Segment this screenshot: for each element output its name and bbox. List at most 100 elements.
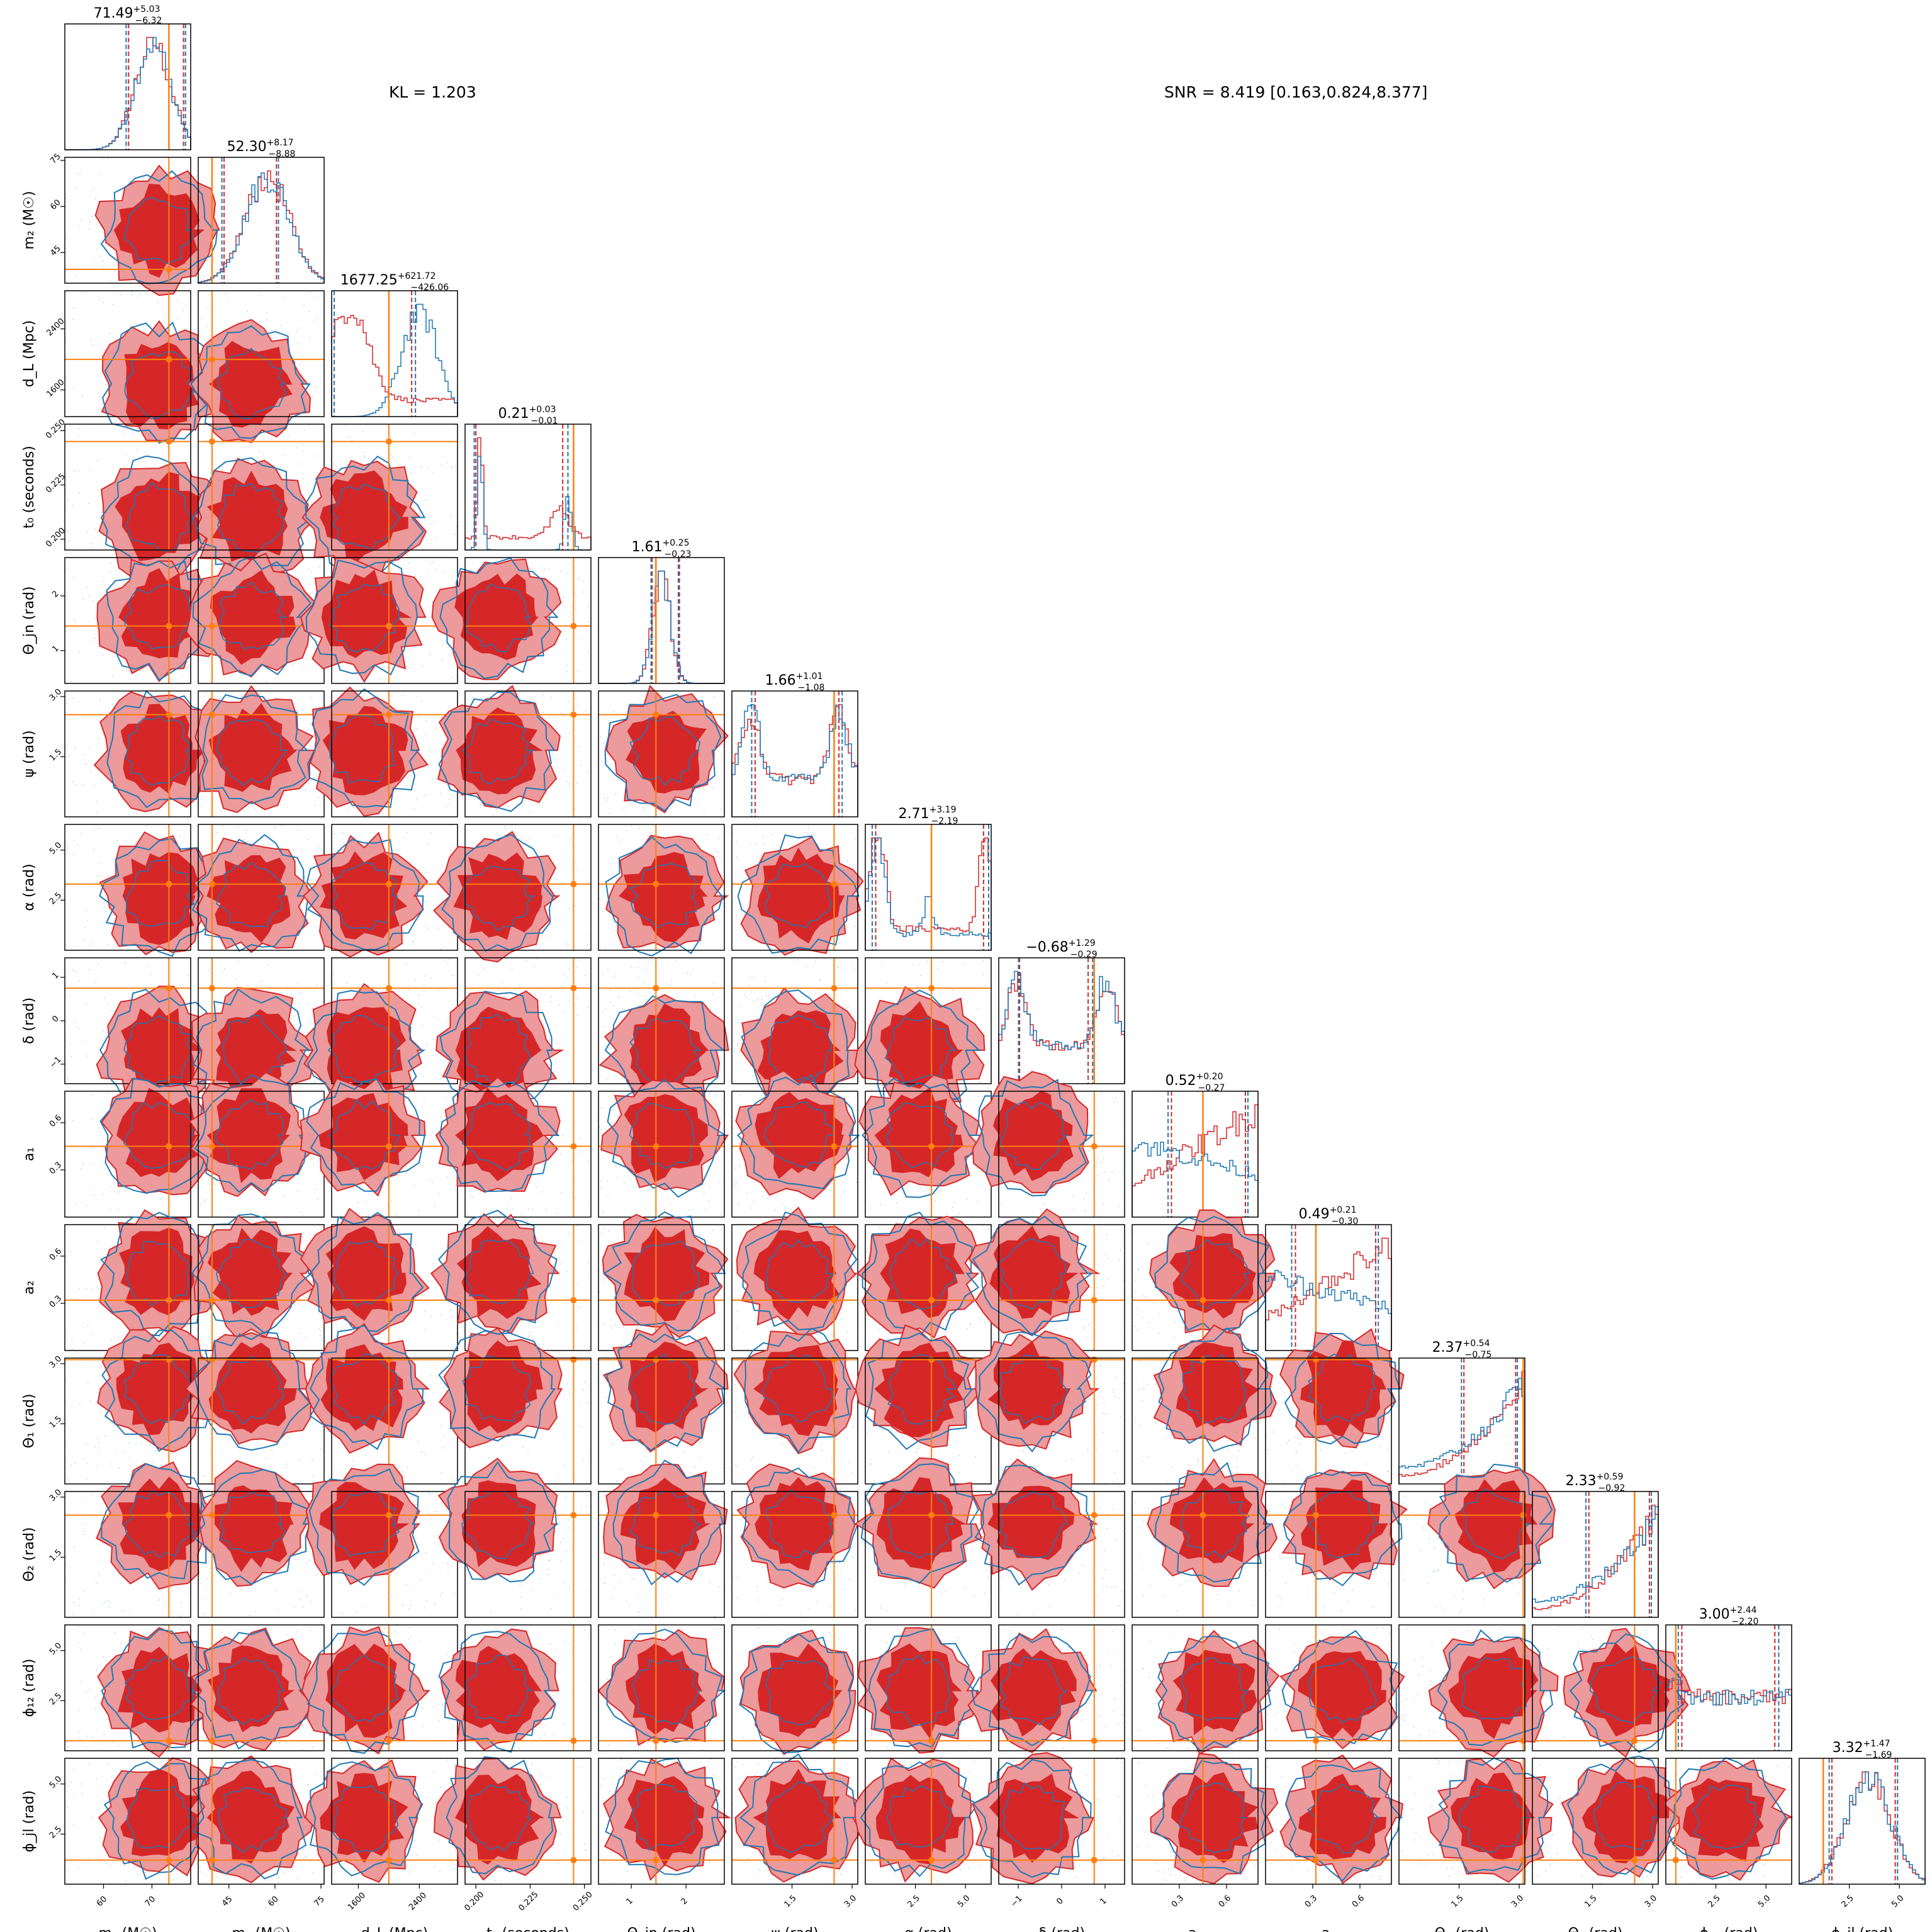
sample-dot (576, 1225, 578, 1227)
sample-dot (653, 1208, 655, 1209)
sample-dot (84, 926, 86, 928)
sample-dot (1115, 1376, 1116, 1378)
sample-dot (333, 463, 335, 464)
sample-dot (851, 962, 852, 963)
sample-dot (855, 926, 856, 927)
sample-dot (1121, 1530, 1123, 1532)
sample-dot (1365, 1463, 1367, 1465)
sample-dot (451, 649, 452, 651)
sample-dot (1435, 1606, 1437, 1607)
sample-dot (1103, 1203, 1104, 1205)
sample-dot (340, 1612, 342, 1613)
sample-dot (582, 591, 583, 593)
sample-dot (72, 505, 74, 507)
sample-dot (1155, 1384, 1157, 1386)
sample-dot (77, 1642, 79, 1643)
sample-dot (222, 970, 223, 972)
sample-dot (588, 1591, 590, 1593)
sample-dot (1106, 1585, 1108, 1587)
sample-dot (269, 986, 271, 988)
sample-dot (441, 1425, 442, 1427)
sample-dot (66, 568, 68, 570)
sample-dot (542, 712, 544, 714)
sample-dot (613, 975, 615, 977)
sample-dot (568, 999, 570, 1001)
sample-dot (437, 1544, 439, 1546)
sample-dot (568, 1393, 570, 1395)
truth-point (208, 1143, 215, 1150)
sample-dot (205, 692, 206, 694)
sample-dot (255, 427, 257, 429)
sample-dot (1281, 1597, 1283, 1599)
y-tick-label: 2 (50, 589, 60, 599)
sample-dot (1432, 1571, 1434, 1572)
contour-blue (333, 1240, 399, 1307)
sample-dot (79, 1709, 81, 1710)
sample-dot (85, 1444, 87, 1446)
sample-dot (420, 1639, 422, 1641)
sample-dot (96, 223, 98, 225)
sample-dot (441, 1472, 442, 1473)
hist-red-thetajn (598, 570, 724, 684)
sample-dot (806, 1001, 807, 1003)
sample-dot (84, 1524, 86, 1525)
sample-dot (543, 568, 545, 570)
sample-dot (313, 320, 315, 321)
sample-dot (283, 298, 284, 299)
sample-dot (300, 1332, 302, 1334)
sample-dot (800, 1615, 802, 1617)
sample-dot (431, 524, 432, 525)
sample-dot (1283, 1481, 1285, 1483)
sample-dot (922, 1190, 924, 1192)
sample-dot (566, 781, 568, 782)
sample-dot (117, 1746, 119, 1748)
sample-dot (293, 1606, 295, 1608)
sample-dot (566, 1383, 568, 1385)
sample-dot (554, 1733, 555, 1735)
sample-dot (320, 1081, 322, 1082)
sample-dot (807, 1454, 809, 1456)
sample-dot (636, 1186, 637, 1188)
sample-dot (1049, 1605, 1050, 1607)
sample-dot (737, 1202, 739, 1203)
title-a1: 0.52+0.20 −0.27 (1165, 1072, 1225, 1093)
panel-psi-m1: 1.53.0ψ (rad) (21, 687, 218, 817)
sample-dot (854, 1609, 856, 1611)
sample-dot (1157, 1294, 1158, 1296)
sample-dot (416, 799, 417, 800)
sample-dot (588, 1385, 590, 1387)
sample-dot (1116, 1539, 1117, 1541)
sample-dot (420, 466, 422, 468)
sample-dot (1011, 1459, 1013, 1460)
sample-dot (81, 833, 82, 834)
sample-dot (815, 960, 816, 962)
sample-dot (1133, 1233, 1134, 1235)
sample-dot (74, 840, 76, 841)
sample-dot (658, 1614, 659, 1615)
sample-dot (1184, 1580, 1186, 1582)
sample-dot (402, 694, 404, 696)
sample-dot (311, 571, 313, 573)
sample-dot (1159, 1313, 1160, 1315)
sample-dot (305, 429, 306, 431)
sample-dot (977, 1096, 979, 1098)
sample-dot (202, 1596, 203, 1598)
sample-dot (570, 1693, 571, 1694)
contour-blue (629, 863, 697, 929)
sample-dot (625, 1335, 627, 1337)
sample-dot (108, 1092, 110, 1094)
panel-alpha-t0 (433, 824, 592, 963)
sample-dot (600, 1510, 602, 1511)
sample-dot (98, 1442, 99, 1443)
sample-dot (116, 1209, 118, 1211)
sample-dot (843, 1191, 845, 1193)
sample-dot (82, 1163, 84, 1165)
truth-point (570, 1356, 577, 1363)
panel-theta1-m1: 1.53.0Θ₁ (rad) (21, 1325, 225, 1485)
sample-dot (1295, 1465, 1297, 1467)
sample-dot (390, 1636, 391, 1637)
truth-point (385, 1356, 392, 1363)
sample-dot (125, 962, 126, 963)
sample-dot (1462, 1598, 1464, 1600)
sample-dot (80, 1681, 82, 1683)
